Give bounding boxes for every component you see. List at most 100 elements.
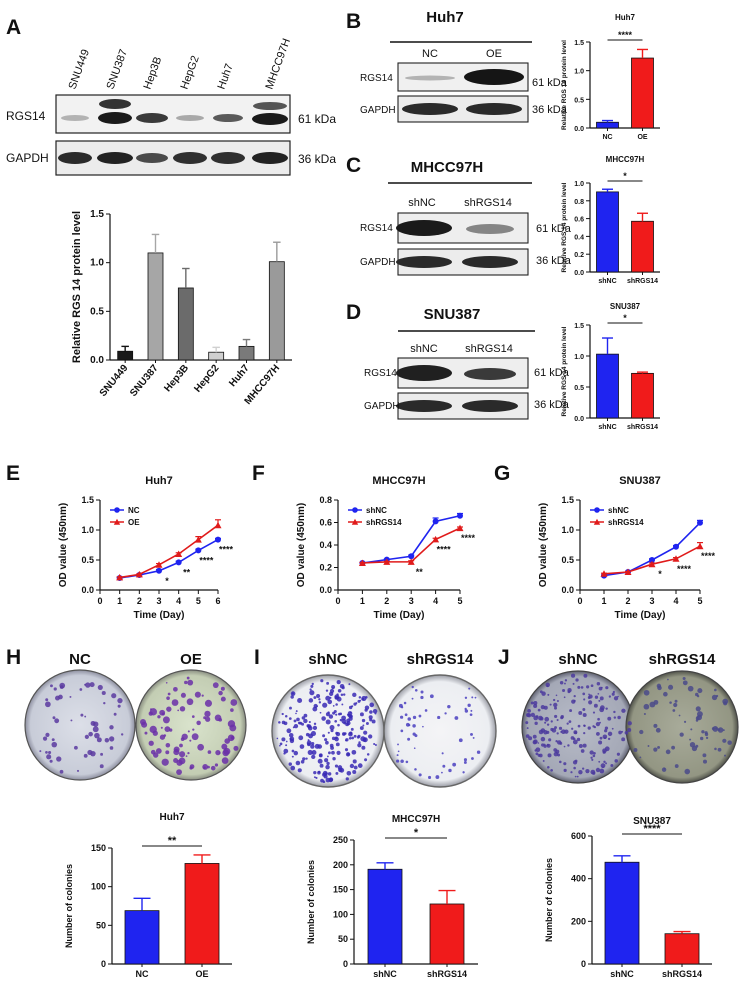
colony [348,731,353,737]
colony [339,718,343,722]
legend-label: NC [128,506,140,515]
bar [124,910,160,965]
colony [690,728,693,731]
kda-36-label: 36 kDa [536,255,572,267]
petri-dish [24,669,136,781]
colony [661,767,667,772]
colony [109,725,114,730]
colony [714,747,717,751]
colony [54,718,60,724]
colony [109,736,115,742]
chart-c: 0.0 0.2 0.4 0.6 0.8 1.0 shNC shRGS14 Relative RG… [561,155,660,285]
colony [89,682,95,688]
data-point [649,557,655,563]
colony [469,713,473,717]
colony [691,745,698,752]
colony [297,768,302,773]
data-point [135,570,143,578]
y-axis-label: Number of colonies [306,860,316,944]
colony [221,757,229,764]
x-tick-label: shNC [610,969,634,979]
x-axis-label: Time (Day) [615,610,666,621]
data-point [696,542,704,550]
colony [547,765,550,769]
colony [359,699,362,702]
colony [607,731,613,737]
colony [52,716,56,720]
x-tick-label: HepG2 [192,363,221,395]
band [61,115,89,121]
data-point [407,558,415,565]
colony [358,696,362,699]
colony [462,771,465,774]
colony [39,750,42,753]
colony [51,738,55,742]
colony [337,688,342,693]
colony [525,721,529,725]
colony [407,717,411,721]
colony [359,712,364,717]
colony [564,679,568,682]
y-tick-label: 0.0 [574,126,584,133]
colony [344,748,349,752]
colony [714,688,717,692]
colony [113,712,117,716]
lane-label: shRGS14 [465,343,513,355]
colony [173,686,178,692]
x-tick-label: 5 [196,596,201,606]
colony [592,771,596,775]
colony [452,762,457,767]
colony [643,689,650,696]
colony [665,749,671,755]
colony [325,712,330,717]
colony [322,780,326,784]
colony [325,764,330,770]
colony [411,697,414,700]
x-tick-label: shRGS14 [427,969,467,979]
colony [611,692,615,696]
significance-label: **** [219,545,234,555]
colony [605,707,608,710]
colony [309,688,312,691]
lane-label: HepG2 [179,54,202,91]
colony [365,722,369,725]
chart-d: 0.0 0.5 1.0 1.5 shNC shRGS14 Relative RGS 14 p… [561,302,660,431]
x-tick-label: 1 [601,596,606,606]
y-tick-label: 0.0 [561,585,574,595]
chart-title: Huh7 [160,812,185,823]
x-tick-label: shNC [598,424,616,431]
colony [582,767,585,770]
y-axis-label: Number of colonies [544,858,554,942]
colony [364,695,368,699]
colony [161,712,165,716]
significance-label: * [658,569,662,579]
bar [429,903,465,965]
colony [580,686,584,689]
panel-label-h: H [6,646,21,669]
bar [117,350,134,361]
colony [56,756,62,762]
data-point [383,558,391,565]
colony [111,693,117,699]
colony [571,727,574,730]
data-point [408,553,415,560]
colony [342,693,346,696]
colony [551,728,557,733]
colony [339,683,345,689]
colony [535,752,539,756]
colony [330,746,334,750]
colony [291,749,295,753]
colony [326,761,330,766]
colony-dots [396,685,481,779]
colony [165,681,168,684]
colony [302,757,306,761]
bar [596,121,619,129]
band [253,102,287,110]
colony [533,739,538,744]
colony [192,728,195,731]
y-tick-label: 0.4 [574,234,584,241]
colony [189,739,192,742]
colony [322,702,328,708]
y-axis-label: Relative RGS 14 protein level [71,211,83,363]
x-tick-label: 2 [137,596,142,606]
